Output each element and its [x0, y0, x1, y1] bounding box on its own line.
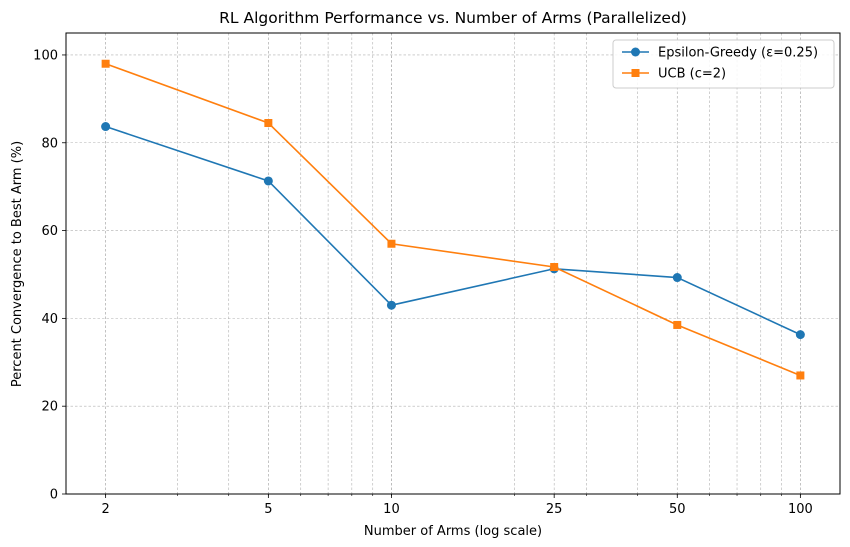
y-tick-label: 0	[50, 488, 58, 503]
y-tick-label: 20	[41, 400, 58, 415]
series-layer	[101, 59, 805, 380]
legend: Epsilon-Greedy (ε=0.25) UCB (c=2)	[612, 39, 835, 89]
data-point-ucb	[264, 119, 273, 128]
series-line-epsilon-greedy	[105, 125, 801, 336]
data-point-ucb	[796, 371, 805, 380]
series-ucb	[101, 59, 805, 380]
x-tick-label: 50	[669, 502, 686, 517]
y-tick-label: 40	[41, 312, 58, 327]
y-tick-label: 100	[33, 48, 58, 63]
legend-frame	[612, 39, 835, 89]
data-point-ucb	[101, 59, 110, 68]
y-tick-label: 80	[41, 136, 58, 151]
x-axis-label: Number of Arms (log scale)	[364, 524, 542, 539]
data-point-epsilon-greedy	[386, 300, 396, 310]
data-point-epsilon-greedy	[101, 122, 111, 132]
x-tick-label: 10	[383, 502, 400, 517]
series-line-ucb	[105, 62, 801, 377]
data-point-epsilon-greedy	[795, 330, 805, 340]
plot-frame	[65, 32, 841, 495]
legend-entry-epsilon-greedy: Epsilon-Greedy (ε=0.25)	[622, 46, 818, 61]
x-tick-label: 25	[546, 502, 563, 517]
chart-title: RL Algorithm Performance vs. Number of A…	[219, 9, 687, 27]
y-axis-label: Percent Convergence to Best Arm (%)	[10, 141, 25, 387]
data-point-epsilon-greedy	[672, 273, 682, 283]
legend-label-epsilon-greedy: Epsilon-Greedy (ε=0.25)	[658, 46, 818, 61]
data-point-ucb	[673, 320, 682, 329]
x-tick-label: 100	[788, 502, 813, 517]
legend-marker-ucb	[631, 69, 640, 77]
x-tick-label: 2	[101, 502, 109, 517]
data-point-epsilon-greedy	[263, 176, 273, 186]
y-tick-label: 60	[41, 224, 58, 239]
data-point-ucb	[387, 239, 396, 248]
legend-marker-epsilon-greedy	[631, 47, 640, 57]
data-point-ucb	[550, 263, 559, 272]
legend-label-ucb: UCB (c=2)	[658, 67, 726, 82]
legend-entry-ucb: UCB (c=2)	[622, 67, 726, 82]
x-tick-label: 5	[264, 502, 272, 517]
